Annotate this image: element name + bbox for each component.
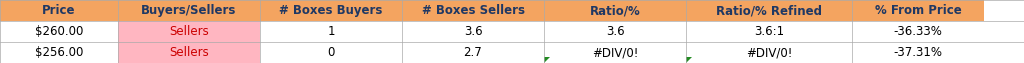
Bar [118, 21, 260, 42]
Bar [118, 42, 260, 63]
Polygon shape [544, 57, 550, 63]
Bar [852, 42, 984, 63]
Text: #DIV/0!: #DIV/0! [592, 46, 638, 59]
Bar [260, 21, 402, 42]
Bar [260, 42, 402, 63]
Bar [686, 0, 852, 21]
Text: -37.31%: -37.31% [894, 46, 942, 59]
Text: Buyers/Sellers: Buyers/Sellers [141, 4, 237, 17]
Bar [852, 0, 984, 21]
Bar [544, 21, 686, 42]
Text: 3.6: 3.6 [605, 25, 625, 38]
Text: 0: 0 [328, 46, 335, 59]
Text: Ratio/%: Ratio/% [590, 4, 640, 17]
Bar [0, 0, 118, 21]
Bar [260, 0, 402, 21]
Bar [402, 21, 544, 42]
Text: Sellers: Sellers [169, 25, 209, 38]
Text: Price: Price [42, 4, 76, 17]
Text: $260.00: $260.00 [35, 25, 83, 38]
Text: 1: 1 [328, 25, 335, 38]
Text: # Boxes Buyers: # Boxes Buyers [280, 4, 383, 17]
Bar [686, 42, 852, 63]
Text: 3.6:1: 3.6:1 [754, 25, 784, 38]
Bar [402, 42, 544, 63]
Text: % From Price: % From Price [874, 4, 962, 17]
Text: 3.6: 3.6 [464, 25, 482, 38]
Text: Sellers: Sellers [169, 46, 209, 59]
Bar [0, 42, 118, 63]
Text: 2.7: 2.7 [464, 46, 482, 59]
Bar [544, 0, 686, 21]
Text: Ratio/% Refined: Ratio/% Refined [716, 4, 822, 17]
Bar [686, 21, 852, 42]
Bar [0, 21, 118, 42]
Text: # Boxes Sellers: # Boxes Sellers [422, 4, 524, 17]
Polygon shape [686, 57, 692, 63]
Text: #DIV/0!: #DIV/0! [745, 46, 793, 59]
Text: -36.33%: -36.33% [894, 25, 942, 38]
Bar [402, 0, 544, 21]
Bar [118, 0, 260, 21]
Text: $256.00: $256.00 [35, 46, 83, 59]
Bar [544, 42, 686, 63]
Bar [852, 21, 984, 42]
